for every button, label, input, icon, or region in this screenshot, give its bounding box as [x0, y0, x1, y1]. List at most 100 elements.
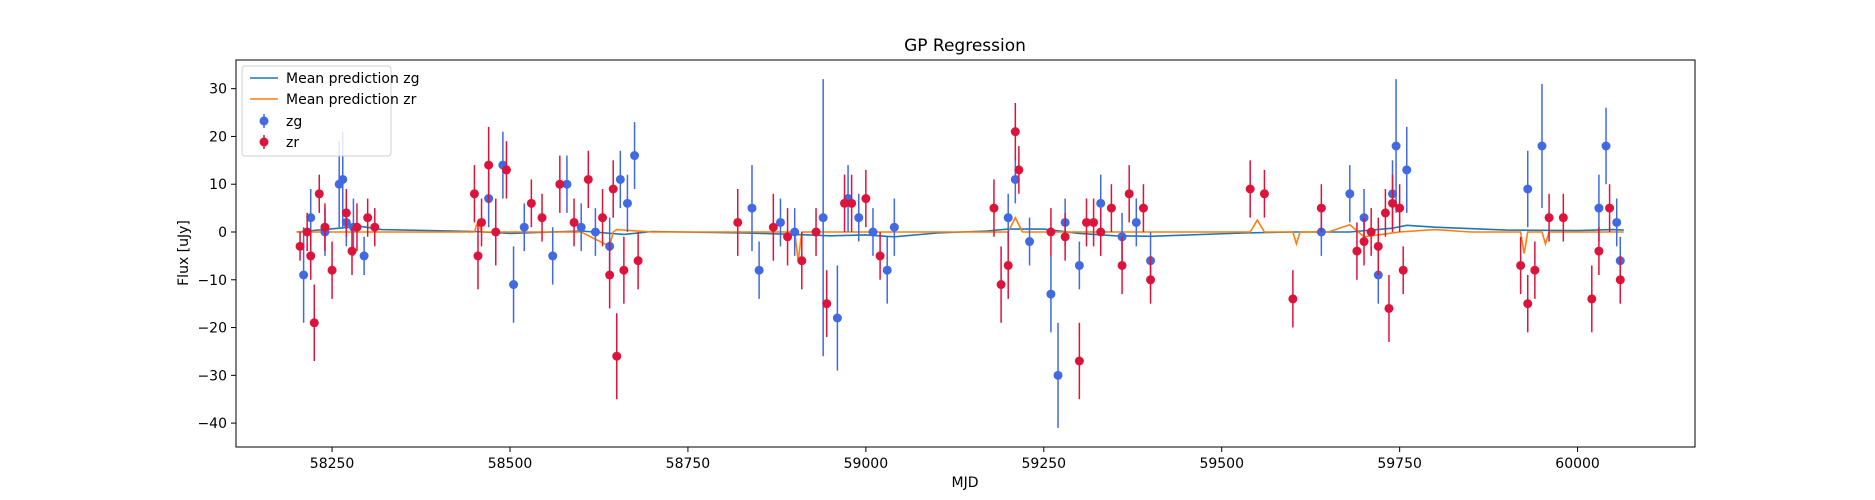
- zr-point: [875, 251, 885, 261]
- zr-point: [501, 165, 511, 175]
- zr-point: [1003, 260, 1013, 270]
- zr-point: [1014, 165, 1024, 175]
- zr-point: [1380, 208, 1390, 218]
- zr-point: [484, 160, 494, 170]
- zg-point: [754, 265, 764, 275]
- zg-point: [868, 227, 878, 237]
- zr-point: [1398, 265, 1408, 275]
- zg-point: [854, 213, 864, 223]
- x-tick-label: 58500: [488, 456, 533, 472]
- zr-point: [363, 213, 373, 223]
- zg-point: [338, 174, 348, 184]
- zr-series: [295, 103, 1625, 400]
- zr-point: [1106, 203, 1116, 213]
- zr-point: [1074, 356, 1084, 366]
- zr-point: [1096, 227, 1106, 237]
- mean-prediction-zg-line: [296, 224, 1624, 238]
- zr-point: [598, 213, 608, 223]
- x-axis-label: MJD: [952, 475, 979, 491]
- zr-point: [1138, 203, 1148, 213]
- zr-point: [989, 203, 999, 213]
- axes-frame: [235, 59, 1696, 448]
- zg-point: [1594, 203, 1604, 213]
- zg-point: [1523, 184, 1533, 194]
- zr-point: [314, 189, 324, 199]
- zr-point: [1316, 203, 1326, 213]
- x-tick-label: 58750: [666, 456, 711, 472]
- zr-point: [537, 213, 547, 223]
- zg-point: [1402, 165, 1412, 175]
- zr-point: [1366, 227, 1376, 237]
- zr-point: [1352, 246, 1362, 256]
- zr-point: [1359, 237, 1369, 247]
- zr-point: [1089, 217, 1099, 227]
- zg-point: [832, 313, 842, 323]
- zr-point: [1060, 232, 1070, 242]
- y-tick-label: −20: [197, 321, 227, 337]
- zr-point: [555, 179, 565, 189]
- y-axis-ticks: −40 −30 −20 −10 0 10 20 30: [197, 82, 236, 432]
- zr-point: [996, 280, 1006, 290]
- zr-point: [1146, 275, 1156, 285]
- zg-point: [562, 179, 572, 189]
- zr-point: [306, 251, 316, 261]
- zr-point: [1259, 189, 1269, 199]
- zg-point: [1601, 141, 1611, 151]
- zg-point: [306, 213, 316, 223]
- zg-point: [622, 198, 632, 208]
- y-tick-label: 30: [209, 82, 227, 98]
- zr-point: [1010, 127, 1020, 137]
- zr-point: [1523, 299, 1533, 309]
- zg-point: [747, 203, 757, 213]
- zg-point: [1010, 174, 1020, 184]
- y-tick-label: −40: [197, 416, 227, 432]
- zg-point: [775, 217, 785, 227]
- zg-point: [299, 270, 309, 280]
- y-tick-label: −30: [197, 368, 227, 384]
- legend-box: [241, 65, 392, 157]
- zg-point: [576, 222, 586, 232]
- legend-label-zr-points: zr: [286, 135, 299, 151]
- zr-point: [1373, 241, 1383, 251]
- zr-point: [295, 241, 305, 251]
- zg-point: [1096, 198, 1106, 208]
- legend-label-zg-points: zg: [286, 114, 302, 130]
- zr-point: [569, 217, 579, 227]
- zg-point: [630, 151, 640, 161]
- x-tick-label: 58250: [310, 456, 355, 472]
- zr-point: [1124, 189, 1134, 199]
- zr-point: [491, 227, 501, 237]
- plot-marks: [295, 79, 1625, 428]
- y-tick-label: −10: [197, 273, 227, 289]
- legend-swatch-zr-points: [259, 135, 269, 149]
- y-axis-label: Flux [uJy]: [176, 220, 192, 286]
- zr-point: [320, 222, 330, 232]
- mean-prediction-zr-line: [296, 215, 1624, 261]
- zr-point: [612, 351, 622, 361]
- chart-title: GP Regression: [904, 36, 1026, 56]
- zr-point: [783, 232, 793, 242]
- zg-point: [509, 280, 519, 290]
- zr-point: [1558, 213, 1568, 223]
- zr-point: [1516, 260, 1526, 270]
- x-tick-label: 59250: [1022, 456, 1067, 472]
- zr-point: [352, 222, 362, 232]
- zr-point: [1530, 265, 1540, 275]
- zr-point: [797, 256, 807, 266]
- legend-label-zg-line: Mean prediction zg: [286, 71, 420, 87]
- legend: Mean prediction zg Mean prediction zr zg…: [241, 65, 420, 157]
- zr-point: [608, 184, 618, 194]
- zr-point: [477, 217, 487, 227]
- zr-point: [1081, 217, 1091, 227]
- zr-point: [1615, 275, 1625, 285]
- zr-point: [327, 265, 337, 275]
- zr-point: [1587, 294, 1597, 304]
- zr-point: [1594, 246, 1604, 256]
- zg-point: [1391, 141, 1401, 151]
- zg-point: [1025, 237, 1035, 247]
- zr-point: [811, 227, 821, 237]
- y-tick-label: 10: [209, 177, 227, 193]
- x-tick-label: 59750: [1377, 456, 1422, 472]
